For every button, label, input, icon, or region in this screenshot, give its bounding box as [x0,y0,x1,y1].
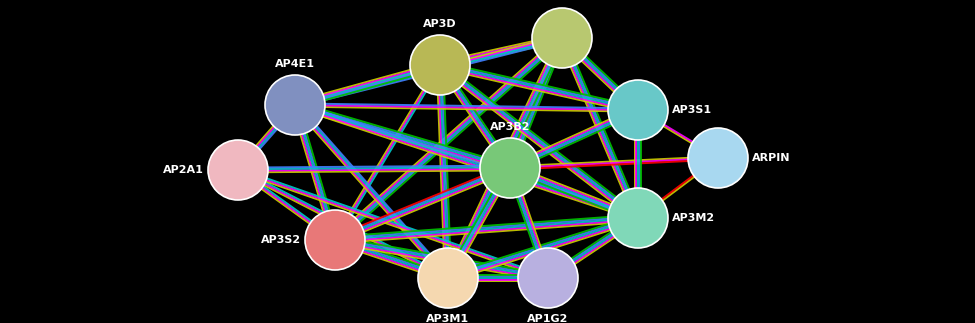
Text: AP3S2: AP3S2 [261,235,301,245]
Circle shape [410,35,470,95]
Text: AP3M1: AP3M1 [426,314,470,323]
Text: AP1G2: AP1G2 [527,314,568,323]
Text: AP3B1: AP3B1 [542,0,582,2]
Text: AP4E1: AP4E1 [275,59,315,69]
Text: AP2A1: AP2A1 [163,165,204,175]
Circle shape [532,8,592,68]
Circle shape [208,140,268,200]
Circle shape [418,248,478,308]
Text: AP3S1: AP3S1 [672,105,712,115]
Circle shape [608,188,668,248]
Circle shape [305,210,365,270]
Text: AP3D: AP3D [423,19,457,29]
Circle shape [265,75,325,135]
Circle shape [608,80,668,140]
Text: AP3B2: AP3B2 [489,122,530,132]
Text: AP3M2: AP3M2 [672,213,715,223]
Circle shape [688,128,748,188]
Text: ARPIN: ARPIN [752,153,791,163]
Circle shape [518,248,578,308]
Circle shape [480,138,540,198]
